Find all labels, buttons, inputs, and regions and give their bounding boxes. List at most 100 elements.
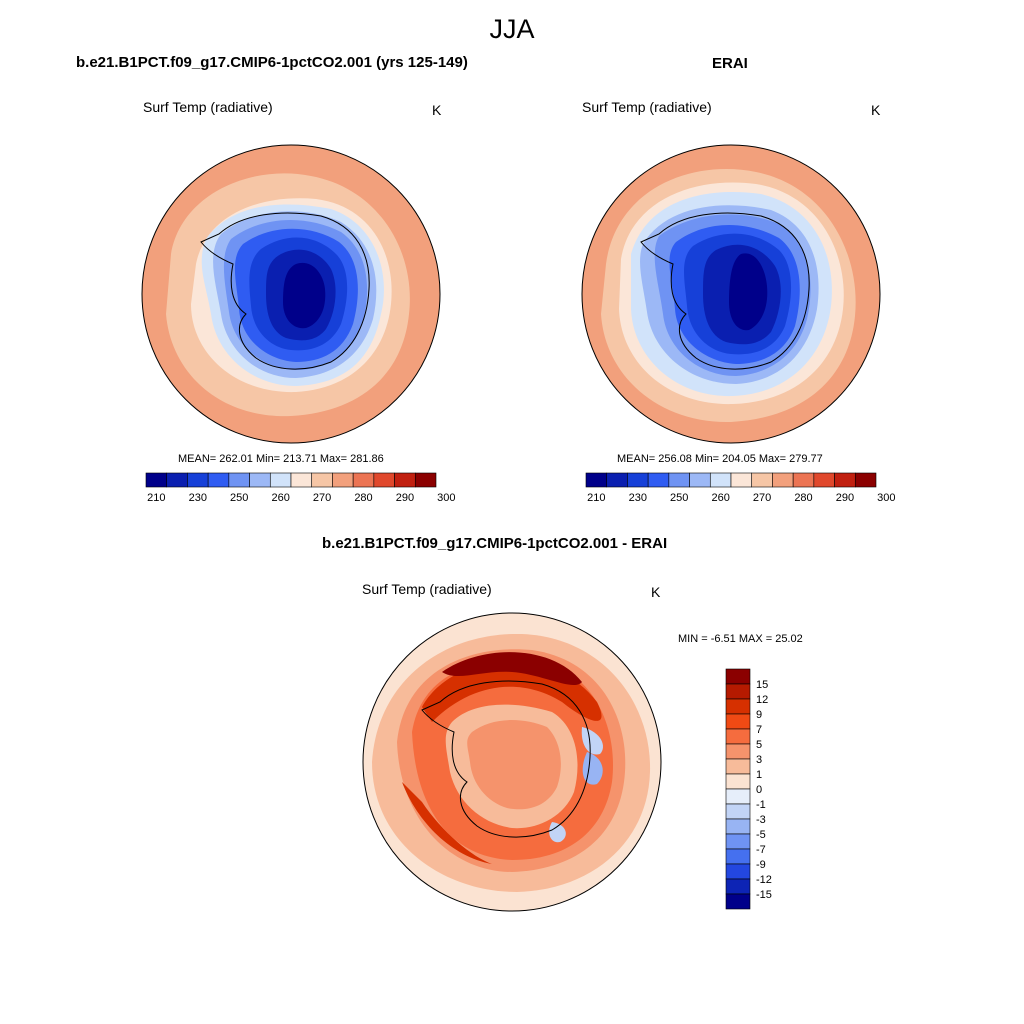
panel-3-stats: MIN = -6.51 MAX = 25.02 — [678, 633, 803, 645]
panel-2-colorbar-tick-label: 290 — [836, 492, 854, 504]
panel-1-colorbar-swatch — [187, 472, 209, 488]
panel-1-colorbar-tick-label: 250 — [230, 492, 248, 504]
panel-1-stats: MEAN= 262.01 Min= 213.71 Max= 281.86 — [178, 453, 384, 465]
panel-1-colorbar-swatch — [166, 472, 188, 488]
panel-3-colorbar-tick-label: 15 — [756, 679, 768, 691]
panel-2-colorbar-swatch — [834, 472, 856, 488]
panel-2-colorbar-swatch — [627, 472, 649, 488]
panel-3-colorbar-swatch — [725, 803, 751, 820]
panel-1-colorbar-tick-label: 210 — [147, 492, 165, 504]
panel-3-colorbar-tick-label: 3 — [756, 754, 762, 766]
antarctica-coastline — [640, 212, 810, 370]
panel-3-title: b.e21.B1PCT.f09_g17.CMIP6-1pctCO2.001 - … — [322, 535, 668, 552]
panel-3-colorbar-swatch — [725, 713, 751, 730]
panel-2-colorbar: 210 230 250 260 270 280 290 300 — [585, 472, 896, 504]
panel-1-colorbar-swatch — [290, 472, 313, 488]
panel-1-colorbar-swatch — [311, 472, 333, 488]
panel-2-colorbar-tick-label: 250 — [670, 492, 688, 504]
panel-2-colorbar-swatch — [709, 472, 732, 488]
panel-1-colorbar-swatch — [394, 472, 416, 488]
panel-1-colorbar-tick-label: 260 — [271, 492, 289, 504]
panel-3-variable-label: Surf Temp (radiative) — [362, 581, 492, 597]
panel-3-colorbar-swatch — [725, 848, 751, 865]
panel-1-colorbar-swatch — [145, 472, 168, 488]
panel-1-colorbar-swatch — [207, 472, 230, 488]
figure-title: JJA — [489, 14, 535, 44]
panel-1-variable-label: Surf Temp (radiative) — [143, 99, 273, 115]
panel-2-colorbar-swatch — [730, 472, 753, 488]
panel-2-colorbar-tick-label: 210 — [587, 492, 605, 504]
panel-3-colorbar-swatch — [725, 683, 751, 700]
panel-3-colorbar-swatch — [725, 878, 751, 895]
panel-3-colorbar-tick-label: 12 — [756, 694, 768, 706]
panel-3-colorbar-swatch — [725, 893, 751, 910]
panel-2-colorbar-tick-label: 230 — [629, 492, 647, 504]
panel-2-colorbar-swatch — [772, 472, 794, 488]
panel-2-colorbar-swatch — [751, 472, 773, 488]
panel-1-polar-map — [141, 144, 441, 444]
panel-3-colorbar-tick-label: -3 — [756, 814, 766, 826]
panel-3-map-border — [362, 612, 662, 912]
panel-3-colorbar-tick-label: 5 — [756, 739, 762, 751]
panel-3-colorbar-swatch — [725, 743, 751, 760]
panel-3-colorbar-tick-label: -9 — [756, 859, 766, 871]
panel-3-colorbar-tick-label: 7 — [756, 724, 762, 736]
panel-3-colorbar-swatch — [725, 758, 751, 775]
panel-1-colorbar-tick-label: 230 — [189, 492, 207, 504]
panel-3-colorbar-swatch — [725, 833, 751, 850]
panel-2-map-border — [581, 144, 881, 444]
panel-2-colorbar-tick-label: 280 — [794, 492, 812, 504]
panel-2-stats: MEAN= 256.08 Min= 204.05 Max= 279.77 — [617, 453, 823, 465]
panel-2-colorbar-swatch — [854, 472, 877, 488]
panel-3-colorbar-tick-label: 9 — [756, 709, 762, 721]
panel-1-colorbar-tick-label: 280 — [354, 492, 372, 504]
panel-3-colorbar-swatch — [725, 698, 751, 715]
panel-2-colorbar-swatch — [813, 472, 835, 488]
panel-3-colorbar: 15 12 9 7 5 3 1 0 -1 -3 -5 -7 -9 -12 -15 — [725, 668, 772, 910]
panel-1-units: K — [432, 102, 442, 118]
panel-3-colorbar-tick-label: -12 — [756, 874, 772, 886]
panel-3-colorbar-swatch — [725, 728, 751, 745]
panel-2-colorbar-tick-label: 300 — [877, 492, 895, 504]
panel-2-title: ERAI — [712, 55, 748, 72]
panel-3-colorbar-tick-label: -5 — [756, 829, 766, 841]
panel-2-colorbar-swatch — [792, 472, 815, 488]
panel-3-colorbar-tick-label: -1 — [756, 799, 766, 811]
panel-1-colorbar: 210 230 250 260 270 280 290 300 — [145, 472, 456, 504]
panel-1-colorbar-tick-label: 300 — [437, 492, 455, 504]
panel-3-colorbar-swatch — [725, 863, 751, 880]
panel-3-colorbar-swatch — [725, 773, 751, 790]
panel-3-colorbar-swatch — [725, 668, 751, 685]
panel-2-colorbar-tick-label: 270 — [753, 492, 771, 504]
panel-1-colorbar-swatch — [414, 472, 437, 488]
panel-2-colorbar-swatch — [585, 472, 608, 488]
panel-1-title: b.e21.B1PCT.f09_g17.CMIP6-1pctCO2.001 (y… — [76, 54, 468, 71]
panel-2-polar-map — [581, 144, 881, 444]
panel-2-colorbar-swatch — [689, 472, 711, 488]
panel-2-colorbar-swatch — [668, 472, 690, 488]
panel-3-units: K — [651, 584, 661, 600]
panel-3-colorbar-swatch — [725, 818, 751, 835]
panel-1-colorbar-tick-label: 290 — [396, 492, 414, 504]
panel-3-colorbar-tick-label: -7 — [756, 844, 766, 856]
panel-1-map-border — [141, 144, 441, 444]
panel-1-colorbar-swatch — [249, 472, 271, 488]
antarctica-coastline — [421, 680, 591, 838]
panel-2-variable-label: Surf Temp (radiative) — [582, 99, 712, 115]
panel-1-colorbar-swatch — [352, 472, 375, 488]
panel-1-colorbar-swatch — [228, 472, 250, 488]
panel-1-colorbar-tick-label: 270 — [313, 492, 331, 504]
panel-2-colorbar-tick-label: 260 — [711, 492, 729, 504]
panel-3-polar-map — [362, 612, 662, 912]
panel-2-units: K — [871, 102, 881, 118]
panel-3-colorbar-tick-label: 0 — [756, 784, 762, 796]
panel-1-colorbar-swatch — [269, 472, 292, 488]
panel-3-colorbar-tick-label: -15 — [756, 889, 772, 901]
panel-1-colorbar-swatch — [332, 472, 354, 488]
panel-3-colorbar-tick-label: 1 — [756, 769, 762, 781]
panel-1-colorbar-swatch — [373, 472, 395, 488]
panel-2-colorbar-swatch — [606, 472, 628, 488]
panel-3-colorbar-swatch — [725, 788, 751, 805]
antarctica-coastline — [200, 212, 370, 370]
panel-2-colorbar-swatch — [647, 472, 670, 488]
